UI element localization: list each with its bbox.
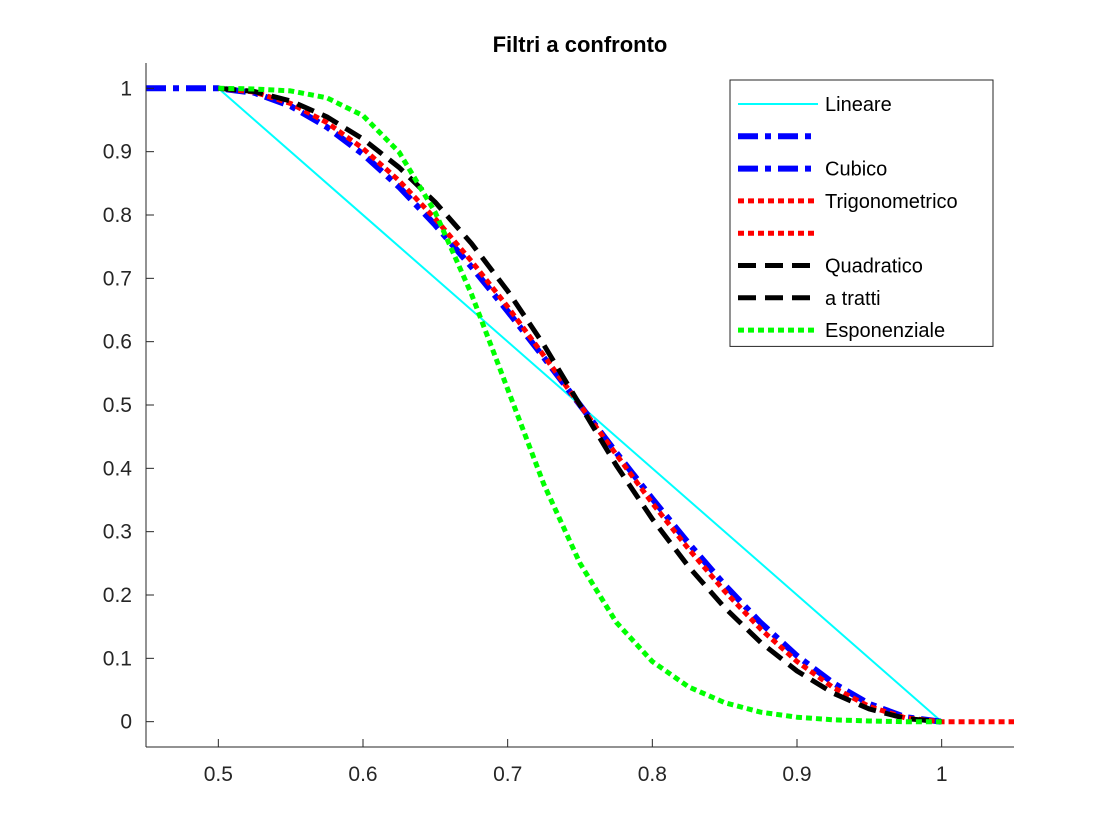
y-tick-label: 0.8 — [103, 204, 132, 227]
series-line-cubico — [146, 85, 943, 725]
y-tick-label: 0.9 — [103, 141, 132, 164]
plot-area — [146, 85, 1014, 725]
y-tick-label: 0.2 — [103, 584, 132, 607]
y-tick-label: 0.4 — [103, 457, 133, 480]
x-tick-label: 1 — [936, 763, 948, 786]
legend-label: Lineare — [825, 94, 892, 116]
x-tick-label: 0.5 — [204, 763, 233, 786]
x-tick-label: 0.7 — [493, 763, 522, 786]
y-tick-label: 1 — [120, 77, 132, 100]
axes: 0.5 0.6 0.7 0.8 0.9 1 0 0.1 0.2 0.3 0.4 0.5 0.6 0.7 0.… — [103, 63, 1014, 786]
y-tick-label: 0 — [120, 711, 132, 734]
series-group — [146, 85, 1014, 725]
series-line-esponenziale — [218, 85, 942, 725]
y-tick-label: 0.1 — [103, 647, 132, 670]
x-tick-label: 0.8 — [638, 763, 667, 786]
legend-label: Quadratico — [825, 256, 923, 278]
x-tick-label: 0.6 — [348, 763, 377, 786]
y-tick-label: 0.3 — [103, 521, 132, 544]
legend-label: Trigonometrico — [825, 191, 958, 213]
y-tick-label: 0.7 — [103, 267, 132, 290]
legend-label: a tratti — [825, 288, 881, 310]
series-line-quadratico-a-tratti — [218, 85, 942, 725]
chart-title: Filtri a confronto — [493, 32, 668, 57]
legend-label: Cubico — [825, 159, 887, 181]
y-tick-label: 0.6 — [103, 331, 132, 354]
x-tick-label: 0.9 — [782, 763, 811, 786]
legend: Lineare Cubico Trigonometrico Quadratico a t… — [729, 79, 994, 347]
y-tick-label: 0.5 — [103, 394, 132, 417]
legend-box — [729, 79, 994, 347]
legend-label: Esponenziale — [825, 320, 945, 342]
